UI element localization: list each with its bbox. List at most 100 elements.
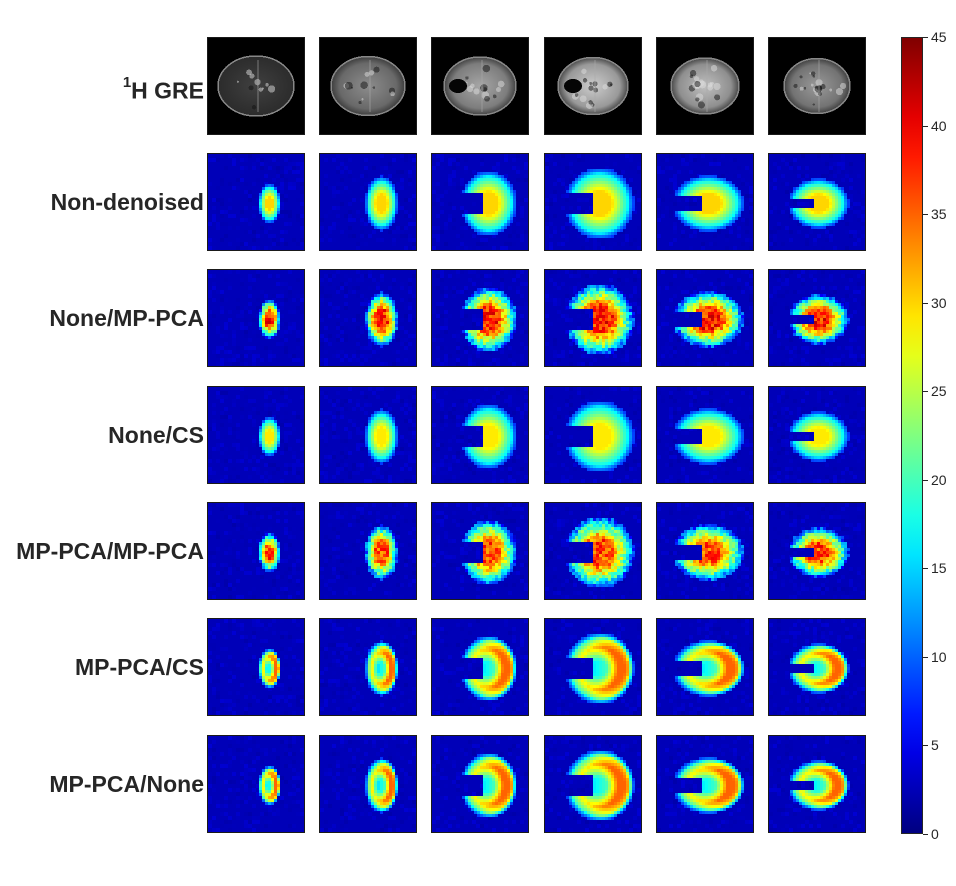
gre-image-panel bbox=[656, 37, 754, 135]
gre-image-panel bbox=[319, 37, 417, 135]
sodium-map-panel bbox=[431, 735, 529, 833]
panel-image bbox=[657, 736, 753, 832]
row-label: MP-PCA/CS bbox=[0, 654, 204, 680]
colorbar-tick bbox=[923, 214, 928, 215]
row-label-text: MP-PCA/None bbox=[49, 771, 204, 797]
colorbar-tick-label: 40 bbox=[931, 118, 947, 134]
panel-image bbox=[657, 38, 753, 134]
panel-image bbox=[208, 736, 304, 832]
panel-image bbox=[432, 619, 528, 715]
sodium-map-panel bbox=[656, 269, 754, 367]
colorbar-tick-label: 25 bbox=[931, 383, 947, 399]
panel-image bbox=[657, 619, 753, 715]
panel-image bbox=[432, 736, 528, 832]
row-label-text: MP-PCA/MP-PCA bbox=[16, 538, 204, 564]
panel-image bbox=[432, 387, 528, 483]
colorbar-tick-label: 30 bbox=[931, 295, 947, 311]
panel-image bbox=[769, 736, 865, 832]
sodium-map-panel bbox=[768, 386, 866, 484]
sodium-map-panel bbox=[319, 153, 417, 251]
sodium-map-panel bbox=[431, 618, 529, 716]
sodium-map-panel bbox=[768, 269, 866, 367]
colorbar-tick bbox=[923, 657, 928, 658]
panel-image bbox=[769, 38, 865, 134]
colorbar-tick-label: 20 bbox=[931, 472, 947, 488]
panel-image bbox=[657, 387, 753, 483]
panel-image bbox=[320, 619, 416, 715]
sodium-map-panel bbox=[431, 386, 529, 484]
colorbar-tick bbox=[923, 391, 928, 392]
sodium-map-panel bbox=[207, 386, 305, 484]
colorbar-tick bbox=[923, 745, 928, 746]
colorbar-tick bbox=[923, 568, 928, 569]
sodium-map-panel bbox=[319, 502, 417, 600]
sodium-map-panel bbox=[207, 735, 305, 833]
sodium-map-panel bbox=[319, 269, 417, 367]
sodium-map-panel bbox=[207, 153, 305, 251]
panel-image bbox=[769, 270, 865, 366]
gre-image-panel bbox=[207, 37, 305, 135]
panel-image bbox=[320, 38, 416, 134]
panel-image bbox=[432, 154, 528, 250]
panel-image bbox=[208, 387, 304, 483]
colorbar-tick bbox=[923, 37, 928, 38]
sodium-map-panel bbox=[319, 618, 417, 716]
colorbar-tick bbox=[923, 480, 928, 481]
panel-image bbox=[545, 503, 641, 599]
sodium-map-panel bbox=[768, 735, 866, 833]
sodium-map-panel bbox=[431, 502, 529, 600]
colorbar-tick-label: 35 bbox=[931, 206, 947, 222]
sodium-map-panel bbox=[768, 153, 866, 251]
panel-image bbox=[769, 154, 865, 250]
sodium-map-panel bbox=[656, 618, 754, 716]
panel-image bbox=[545, 387, 641, 483]
colorbar-tick-label: 10 bbox=[931, 649, 947, 665]
panel-image bbox=[545, 619, 641, 715]
panel-image bbox=[657, 154, 753, 250]
row-label-text: None/CS bbox=[108, 422, 204, 448]
row-label-text: None/MP-PCA bbox=[49, 305, 204, 331]
row-label-text: H GRE bbox=[131, 77, 204, 104]
panel-image bbox=[320, 736, 416, 832]
sodium-map-panel bbox=[544, 618, 642, 716]
sodium-map-panel bbox=[207, 618, 305, 716]
colorbar-tick bbox=[923, 834, 928, 835]
sodium-map-panel bbox=[319, 386, 417, 484]
brain-slice bbox=[330, 55, 406, 117]
colorbar-tick bbox=[923, 126, 928, 127]
gre-image-panel bbox=[431, 37, 529, 135]
sodium-map-panel bbox=[544, 269, 642, 367]
sodium-map-panel bbox=[768, 618, 866, 716]
panel-image bbox=[320, 503, 416, 599]
sodium-map-panel bbox=[768, 502, 866, 600]
panel-image bbox=[545, 270, 641, 366]
panel-image bbox=[320, 154, 416, 250]
panel-image bbox=[657, 270, 753, 366]
row-label: Non-denoised bbox=[0, 189, 204, 215]
row-label-text: MP-PCA/CS bbox=[74, 654, 204, 680]
panel-image bbox=[320, 387, 416, 483]
panel-image bbox=[208, 154, 304, 250]
colorbar-tick-label: 45 bbox=[931, 29, 947, 45]
panel-image bbox=[432, 270, 528, 366]
panel-image bbox=[545, 154, 641, 250]
colorbar bbox=[901, 37, 923, 834]
row-label: MP-PCA/MP-PCA bbox=[0, 538, 204, 564]
panel-image bbox=[545, 736, 641, 832]
sodium-map-panel bbox=[656, 502, 754, 600]
panel-image bbox=[432, 38, 528, 134]
colorbar-tick-label: 5 bbox=[931, 737, 939, 753]
gre-image-panel bbox=[768, 37, 866, 135]
panel-image bbox=[320, 270, 416, 366]
sodium-map-panel bbox=[544, 153, 642, 251]
brain-slice bbox=[217, 55, 295, 117]
sodium-map-panel bbox=[544, 735, 642, 833]
colorbar-tick bbox=[923, 303, 928, 304]
sodium-map-panel bbox=[207, 269, 305, 367]
panel-image bbox=[769, 619, 865, 715]
sodium-map-panel bbox=[656, 735, 754, 833]
sodium-map-panel bbox=[544, 502, 642, 600]
panel-image bbox=[432, 503, 528, 599]
panel-image bbox=[208, 503, 304, 599]
